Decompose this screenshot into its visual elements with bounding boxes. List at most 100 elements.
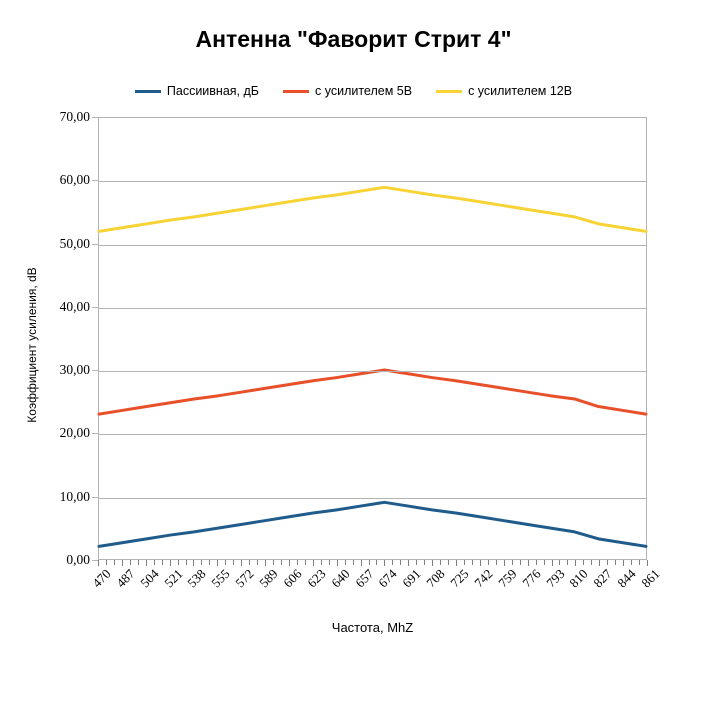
x-tick-mark-minor	[209, 560, 211, 565]
x-tick-mark-minor	[344, 560, 346, 565]
y-tick-label: 50,00	[59, 235, 90, 251]
x-tick-mark-minor	[352, 560, 354, 565]
x-tick-mark	[241, 560, 243, 566]
legend-item[interactable]: с усилителем 5В	[283, 84, 412, 98]
x-tick-mark-minor	[161, 560, 163, 565]
y-tick-mark	[92, 180, 98, 182]
x-tick-label: 861	[638, 566, 663, 591]
x-tick-label: 844	[614, 566, 639, 591]
y-tick-label: 30,00	[59, 362, 90, 378]
x-tick-mark-minor	[233, 560, 235, 565]
legend-label: с усилителем 5В	[315, 84, 413, 98]
x-tick-label: 657	[351, 566, 377, 591]
series-line	[99, 370, 646, 414]
x-tick-mark	[169, 560, 171, 566]
x-tick-mark-minor	[631, 560, 633, 565]
chart-legend: Пассиивная, дБ с усилителем 5В с усилителе…	[0, 84, 707, 98]
x-tick-mark	[456, 560, 458, 566]
y-tick-label: 60,00	[59, 172, 90, 188]
x-tick-label: 810	[566, 566, 591, 591]
y-gridline	[99, 497, 646, 499]
x-tick-label: 589	[256, 566, 281, 591]
y-tick-mark	[92, 306, 98, 308]
x-tick-label: 640	[327, 566, 353, 591]
y-tick-mark	[92, 243, 98, 245]
plot-area	[98, 117, 647, 560]
x-tick-mark-minor	[129, 560, 131, 565]
x-tick-mark-minor	[495, 560, 497, 565]
x-tick-label: 674	[375, 566, 401, 591]
legend-label: с усилителем 12В	[468, 84, 573, 98]
x-tick-mark	[623, 560, 625, 566]
y-tick-mark	[92, 496, 98, 498]
y-gridline	[99, 307, 646, 309]
x-tick-mark	[384, 560, 386, 566]
legend-color-swatch	[436, 89, 463, 93]
chart-title: Антенна "Фаворит Стрит 4"	[195, 26, 512, 52]
y-tick-mark	[92, 560, 98, 561]
x-tick-label: 691	[399, 566, 424, 591]
x-tick-mark-minor	[615, 560, 617, 565]
x-tick-label: 504	[136, 566, 162, 591]
x-tick-label: 759	[494, 566, 520, 591]
x-tick-mark	[408, 560, 410, 566]
series-line	[99, 187, 646, 231]
x-tick-mark	[193, 560, 195, 566]
x-tick-mark-minor	[543, 560, 545, 565]
x-axis-title: Частота, MhZ	[331, 620, 414, 635]
series-lines	[99, 118, 646, 559]
x-tick-label: 725	[447, 566, 472, 591]
series-line	[99, 502, 646, 546]
x-tick-mark-minor	[400, 560, 402, 565]
x-tick-mark-minor	[105, 560, 107, 565]
x-tick-mark-minor	[511, 560, 513, 565]
x-tick-mark	[575, 560, 577, 566]
y-tick-label: 70,00	[59, 109, 90, 124]
x-tick-mark-minor	[559, 560, 561, 565]
x-tick-mark-minor	[249, 560, 251, 565]
y-tick-label: 10,00	[59, 488, 90, 504]
x-tick-mark-minor	[607, 560, 609, 565]
x-tick-label: 572	[232, 566, 257, 591]
x-tick-mark-minor	[137, 560, 139, 565]
y-axis-tick-labels: 0,00 10,00 20,00 30,00 40,00 50,00 60,00 70,00	[16, 109, 90, 567]
x-tick-mark	[217, 560, 219, 566]
x-tick-mark	[551, 560, 553, 566]
x-tick-mark-minor	[464, 560, 465, 565]
y-tick-mark	[92, 370, 98, 372]
x-tick-label: 623	[304, 566, 329, 591]
x-tick-mark-minor	[639, 560, 641, 565]
y-axis-title: Коэффициент усиления, dB	[25, 267, 39, 423]
x-tick-mark-minor	[296, 560, 298, 565]
x-tick-mark-minor	[328, 560, 330, 565]
x-tick-label: 776	[518, 566, 544, 591]
x-tick-mark	[647, 560, 648, 566]
y-tick-label: 0,00	[66, 552, 90, 567]
x-tick-mark-minor	[471, 560, 473, 565]
x-tick-mark-minor	[448, 560, 450, 565]
x-tick-mark	[527, 560, 529, 566]
legend-color-swatch	[134, 89, 161, 93]
x-tick-mark-minor	[273, 560, 275, 565]
x-tick-mark-minor	[376, 560, 378, 565]
y-axis-tick-marks	[0, 117, 100, 561]
x-axis-tick-marks	[98, 560, 648, 566]
x-tick-mark-minor	[440, 560, 442, 565]
x-tick-mark-minor	[320, 560, 322, 565]
x-tick-mark	[121, 560, 123, 566]
legend-item[interactable]: с усилителем 12В	[436, 84, 572, 98]
x-tick-mark	[479, 560, 481, 566]
x-tick-mark	[265, 560, 267, 566]
legend-item[interactable]: Пассиивная, дБ	[134, 84, 259, 98]
x-tick-label: 470	[89, 566, 114, 591]
x-tick-mark	[432, 560, 434, 566]
x-tick-mark-minor	[591, 560, 593, 565]
x-tick-mark-minor	[225, 560, 227, 565]
x-tick-mark	[360, 560, 362, 566]
legend-label: Пассиивная, дБ	[166, 84, 259, 98]
x-tick-mark-minor	[392, 560, 394, 565]
x-tick-mark-minor	[567, 560, 569, 565]
y-tick-mark	[92, 117, 98, 118]
x-tick-mark-minor	[487, 560, 489, 565]
